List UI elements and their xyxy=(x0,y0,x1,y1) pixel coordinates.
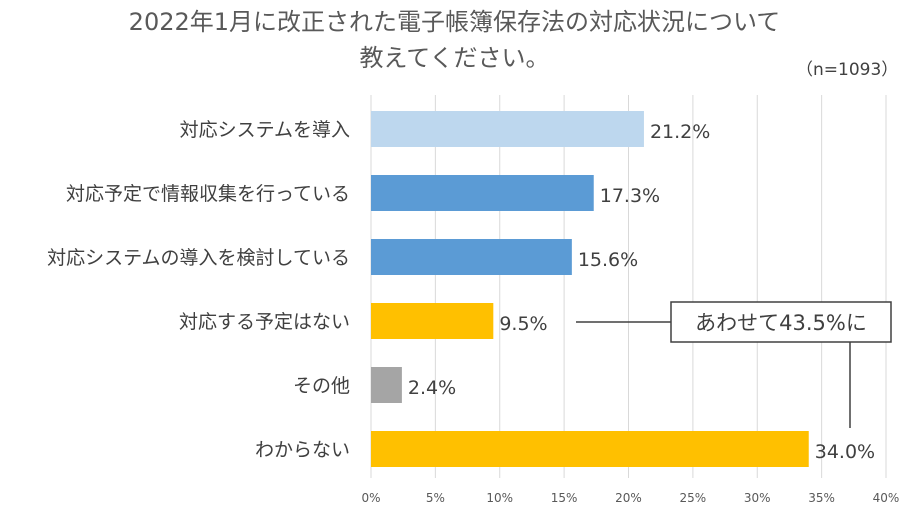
value-label: 9.5% xyxy=(499,313,547,335)
chart-title-line-1: 2022年1月に改正された電子帳簿保存法の対応状況について xyxy=(128,8,781,36)
x-tick-label: 5% xyxy=(426,491,445,505)
sample-size-note: （n=1093） xyxy=(796,60,899,80)
value-label: 15.6% xyxy=(578,249,638,271)
bar-0 xyxy=(371,111,644,147)
bar-1 xyxy=(371,175,594,211)
bar-2 xyxy=(371,239,572,275)
bar-4 xyxy=(371,367,402,403)
category-label: 対応システムを導入 xyxy=(180,119,350,141)
x-tick-label: 25% xyxy=(680,491,707,505)
value-label: 2.4% xyxy=(408,377,456,399)
callout-text: あわせて43.5%に xyxy=(695,311,867,335)
x-tick-label: 35% xyxy=(808,491,835,505)
x-tick-label: 0% xyxy=(361,491,380,505)
x-tick-label: 15% xyxy=(551,491,578,505)
value-label: 21.2% xyxy=(650,121,710,143)
x-tick-label: 40% xyxy=(873,491,900,505)
category-label: わからない xyxy=(255,439,350,461)
x-tick-label: 10% xyxy=(486,491,513,505)
value-label: 17.3% xyxy=(600,185,660,207)
chart-title-line-2: 教えてください。 xyxy=(359,44,550,72)
value-label: 34.0% xyxy=(815,441,875,463)
x-tick-label: 20% xyxy=(615,491,642,505)
bar-5 xyxy=(371,431,809,467)
category-label: 対応システムの導入を検討している xyxy=(47,247,350,269)
category-label: 対応予定で情報収集を行っている xyxy=(66,183,350,205)
bar-3 xyxy=(371,303,494,339)
x-tick-label: 30% xyxy=(744,491,771,505)
category-label: 対応する予定はない xyxy=(179,311,350,333)
callout-box xyxy=(670,301,892,343)
category-label: その他 xyxy=(293,375,350,397)
